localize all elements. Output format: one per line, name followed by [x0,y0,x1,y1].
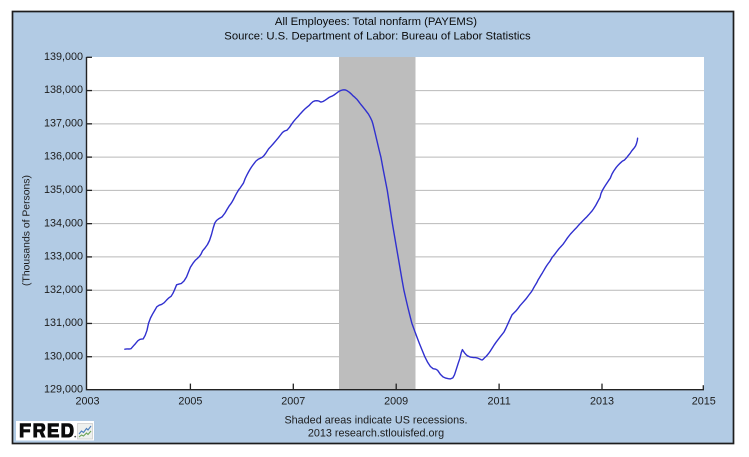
svg-text:134,000: 134,000 [44,217,83,229]
svg-text:129,000: 129,000 [44,384,83,396]
svg-text:2015: 2015 [692,396,716,408]
svg-text:130,000: 130,000 [44,350,83,362]
svg-text:138,000: 138,000 [44,84,83,96]
svg-text:2011: 2011 [487,396,510,408]
svg-text:136,000: 136,000 [44,151,83,163]
svg-text:(Thousands of Persons): (Thousands of Persons) [22,175,33,286]
svg-text:Shaded areas indicate US reces: Shaded areas indicate US recessions. [284,415,467,427]
svg-text:133,000: 133,000 [44,251,83,263]
svg-text:2005: 2005 [178,396,202,408]
svg-text:2003: 2003 [75,396,99,408]
svg-text:2007: 2007 [281,396,305,408]
svg-text:Source: U.S. Department of Lab: Source: U.S. Department of Labor: Bureau… [224,30,531,42]
svg-text:131,000: 131,000 [44,317,83,329]
svg-text:All Employees: Total nonfarm (: All Employees: Total nonfarm (PAYEMS) [275,16,477,28]
svg-text:2013 research.stlouisfed.org: 2013 research.stlouisfed.org [308,428,444,440]
svg-text:2009: 2009 [384,396,408,408]
svg-text:135,000: 135,000 [44,184,83,196]
svg-text:132,000: 132,000 [44,284,83,296]
svg-text:2013: 2013 [590,396,614,408]
svg-text:137,000: 137,000 [44,117,83,129]
svg-text:139,000: 139,000 [44,51,83,63]
